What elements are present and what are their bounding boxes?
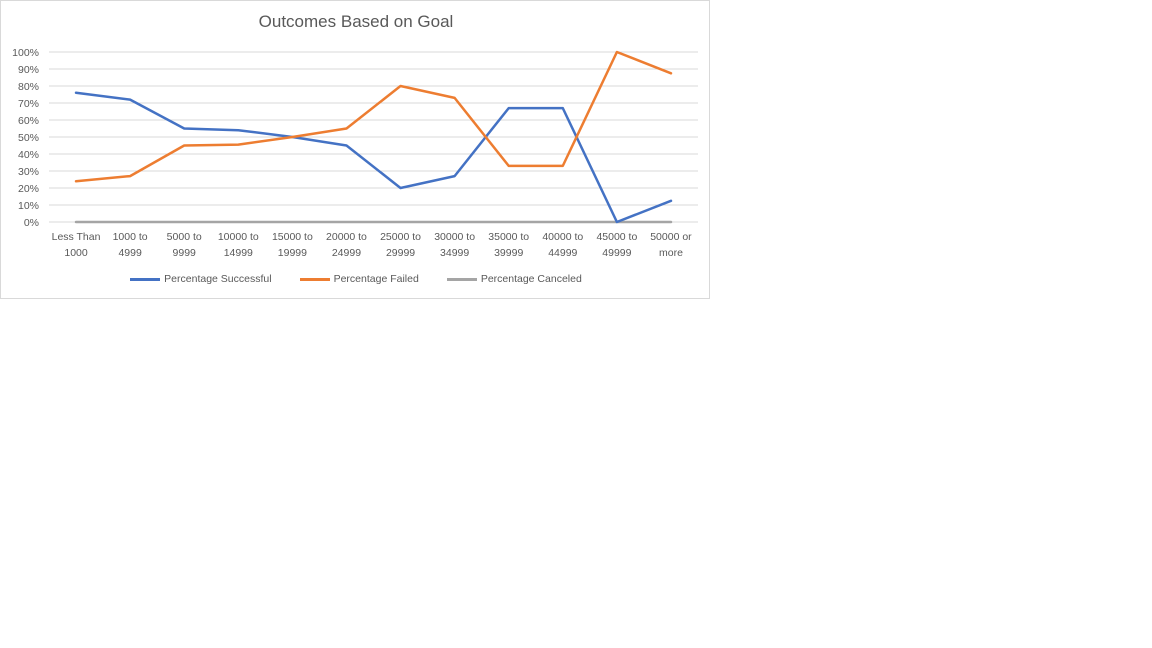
legend-item: Percentage Failed [299,273,419,285]
legend-label: Percentage Failed [333,273,419,285]
x-tick-label: 9999 [173,247,197,259]
x-tick-label: 39999 [494,247,523,259]
y-tick-label: 90% [18,64,39,76]
x-tick-label: more [659,247,683,259]
y-tick-label: 20% [18,183,39,195]
x-tick-label: 20000 to [326,231,367,243]
x-tick-label: 49999 [602,247,631,259]
legend-swatch [446,277,477,281]
x-tick-label: 4999 [118,247,142,259]
y-tick-label: 0% [24,217,39,229]
chart-title: Outcomes Based on Goal [258,12,454,31]
x-tick-label: 45000 to [596,231,637,243]
x-tick-label: 40000 to [542,231,583,243]
x-tick-label: 29999 [386,247,415,259]
x-tick-label: 10000 to [218,231,259,243]
legend-label: Percentage Canceled [480,273,582,285]
y-tick-label: 70% [18,98,39,110]
y-tick-label: 50% [18,132,39,144]
chart-legend: Percentage Successful Percentage Failed Pe… [1,273,711,285]
series-line-percentage-failed [74,50,673,183]
x-tick-label: 5000 to [167,231,202,243]
x-tick-label: 1000 to [113,231,148,243]
x-tick-label: 34999 [440,247,469,259]
x-tick-label: 44999 [548,247,577,259]
y-tick-label: 60% [18,115,39,127]
chart-area: Outcomes Based on Goal 0% 10% 20% 30% 40% 50%… [0,0,710,299]
legend-swatch [299,277,330,281]
x-tick-label: 24999 [332,247,361,259]
x-tick-label: Less Than [52,231,101,243]
y-tick-label: 80% [18,81,39,93]
x-tick-label: 1000 [64,247,88,259]
x-tick-label: 19999 [278,247,307,259]
y-tick-label: 100% [12,47,39,59]
y-tick-label: 30% [18,166,39,178]
legend-label: Percentage Successful [164,273,272,285]
x-tick-label: 35000 to [488,231,529,243]
x-tick-label: 15000 to [272,231,313,243]
x-tick-label: 25000 to [380,231,421,243]
legend-item: Percentage Successful [130,273,272,285]
x-tick-label: 50000 or [650,231,692,243]
x-tick-label: 30000 to [434,231,475,243]
y-tick-label: 40% [18,149,39,161]
x-tick-label: 14999 [224,247,253,259]
legend-swatch [130,277,161,281]
y-tick-label: 10% [18,200,39,212]
plot-area: 0% 10% 20% 30% 40% 50% 60% 70% 80% 90% 100% Less Th… [12,47,698,259]
legend-item: Percentage Canceled [446,273,582,285]
series-line-percentage-successful [74,91,673,224]
